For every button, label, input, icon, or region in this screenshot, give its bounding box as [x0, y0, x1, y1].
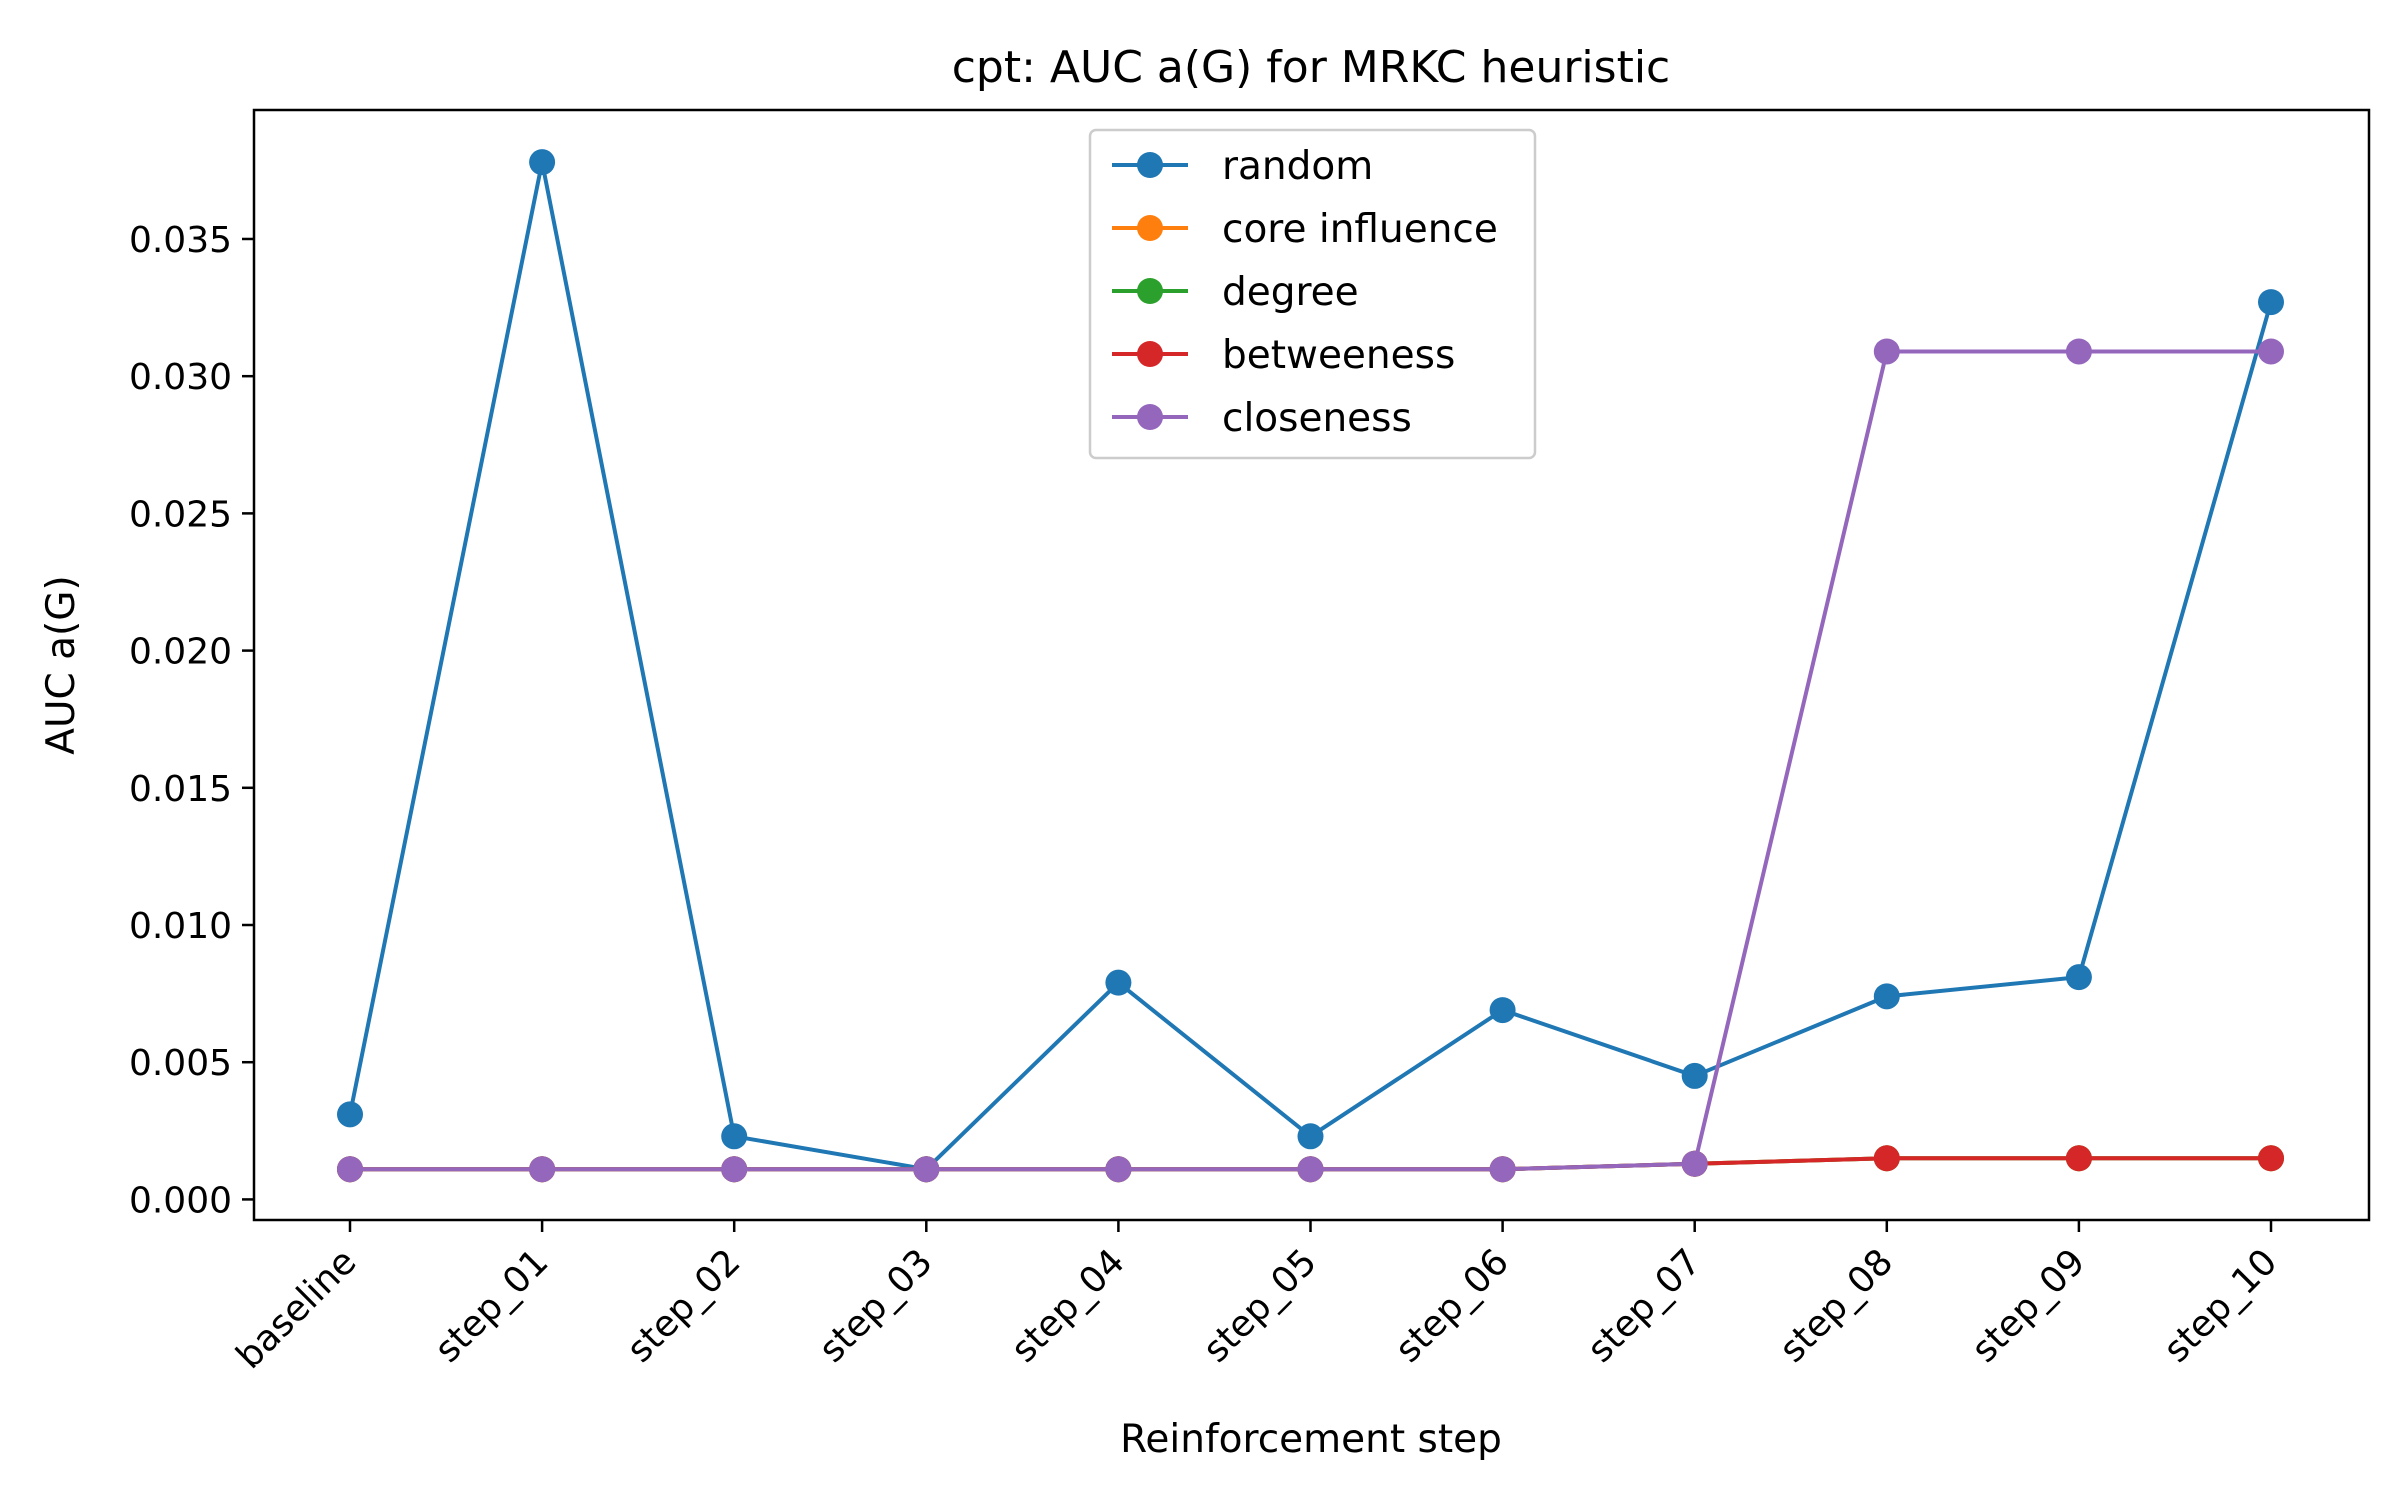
- data-point: [1105, 1156, 1132, 1183]
- y-tick-label: 0.030: [129, 357, 232, 398]
- legend-item: betweeness: [1112, 333, 1455, 378]
- x-tick-label: step_04: [1004, 1241, 1133, 1370]
- y-axis-label: AUC a(G): [39, 575, 84, 754]
- data-point: [721, 1156, 748, 1183]
- x-tick-label: step_01: [427, 1241, 556, 1370]
- data-point: [1873, 1145, 1900, 1172]
- legend-swatch-marker: [1137, 152, 1163, 178]
- y-tick-label: 0.025: [129, 494, 232, 535]
- legend-item: degree: [1112, 270, 1359, 315]
- data-point: [2258, 1145, 2284, 1172]
- y-axis: 0.000 0.005 0.010 0.015 0.020 0.025 0.030 0.035: [129, 220, 254, 1221]
- legend-label: degree: [1222, 270, 1359, 315]
- data-point: [2065, 964, 2092, 991]
- data-point: [1681, 1150, 1708, 1177]
- data-point: [913, 1156, 940, 1183]
- legend-item: core influence: [1112, 207, 1498, 252]
- data-point: [337, 1101, 363, 1128]
- legend-label: core influence: [1222, 207, 1498, 252]
- plot-series: [337, 149, 2284, 1183]
- legend-label: random: [1222, 144, 1373, 189]
- y-tick-label: 0.035: [129, 220, 232, 261]
- data-point: [529, 1156, 556, 1183]
- data-point: [1681, 1062, 1708, 1089]
- data-point: [1489, 1156, 1516, 1183]
- chart-title: cpt: AUC a(G) for MRKC heuristic: [952, 42, 1671, 93]
- legend-swatch-marker: [1137, 278, 1163, 304]
- x-tick-label: step_10: [2156, 1241, 2285, 1370]
- x-tick-label: baseline: [229, 1241, 365, 1377]
- data-point: [2258, 289, 2284, 316]
- data-point: [1489, 997, 1516, 1024]
- data-point: [1873, 338, 1900, 365]
- y-tick-label: 0.015: [129, 769, 232, 810]
- legend-label: closeness: [1222, 396, 1412, 441]
- legend-swatch-marker: [1137, 215, 1163, 241]
- data-point: [337, 1156, 363, 1183]
- series-line: [350, 349, 2271, 1172]
- legend-box: [1088, 128, 1537, 460]
- legend-swatch-marker: [1137, 404, 1163, 430]
- data-point: [721, 1123, 748, 1150]
- legend: random core influence degree betweeness clos…: [1088, 128, 1537, 460]
- legend-swatch-marker: [1137, 341, 1163, 367]
- x-tick-label: step_03: [811, 1241, 940, 1370]
- x-tick-label: step_02: [619, 1241, 748, 1370]
- data-point: [529, 149, 556, 176]
- x-tick-label: step_09: [1964, 1241, 2093, 1370]
- data-point: [2258, 338, 2284, 365]
- x-tick-label: step_05: [1196, 1241, 1325, 1370]
- y-tick-label: 0.000: [129, 1180, 232, 1221]
- legend-item: closeness: [1112, 396, 1412, 441]
- series-random: [337, 149, 2284, 1183]
- x-tick-label: step_08: [1772, 1241, 1901, 1370]
- x-axis: baseline step_01 step_02 step_03 step_04 step…: [229, 1220, 2285, 1377]
- x-tick-label: step_07: [1580, 1241, 1709, 1370]
- y-tick-label: 0.010: [129, 906, 232, 947]
- x-axis-label: Reinforcement step: [1120, 1417, 1502, 1462]
- data-point: [2065, 338, 2092, 365]
- x-tick-label: step_06: [1388, 1241, 1517, 1370]
- legend-label: betweeness: [1222, 333, 1455, 378]
- data-point: [1105, 969, 1132, 996]
- y-tick-label: 0.020: [129, 632, 232, 673]
- data-point: [1873, 983, 1900, 1010]
- data-point: [2065, 1145, 2092, 1172]
- series-closeness: [337, 338, 2284, 1183]
- data-point: [1297, 1156, 1324, 1183]
- y-tick-label: 0.005: [129, 1043, 232, 1084]
- legend-item: random: [1112, 144, 1373, 189]
- data-point: [1297, 1123, 1324, 1150]
